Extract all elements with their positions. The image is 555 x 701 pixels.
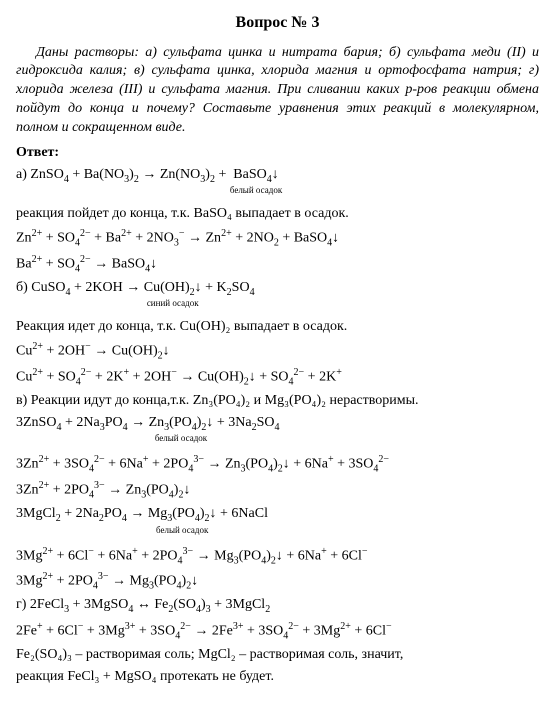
eq-g-explain-2: реакция FeCl₃ + MgSO₄ протекать не будет… [16,668,539,687]
eq-a-net-ionic: Ba2+ + SO42− → BaSO4↓ [16,253,539,276]
eq-g-explain-1: Fe₂(SO₄)₃ – растворимая соль; MgCl₂ – ра… [16,646,539,665]
eq-g-molecular: г) 2FeCl3 + 3MgSO4 ↔ Fe2(SO4)3 + 3MgCl2 [16,596,539,616]
answer-label: Ответ: [16,144,539,163]
eq-a-full-ionic: Zn2+ + SO42− + Ba2+ + 2NO3− → Zn2+ + 2NO… [16,227,539,250]
eq-a-molecular: a) ZnSO4 + Ba(NO3)2 → Zn(NO3)2 + BaSO4↓б… [16,166,539,195]
eq-b-full-ionic: Cu2+ + SO42− + 2K+ + 2OH− → Cu(OH)2↓ + S… [16,366,539,389]
eq-v2-full-ionic: 3Mg2+ + 6Cl− + 6Na+ + 2PO43− → Mg3(PO4)2… [16,545,539,568]
eq-v2-molecular: 3MgCl2 + 2Na2PO4 → Mg3(PO4)2↓белый осадо… [16,505,539,534]
eq-v1-molecular: 3ZnSO4 + 2Na3PO4 → Zn3(PO4)2↓белый осадо… [16,414,539,443]
eq-g-full-ionic: 2Fe+ + 6Cl− + 3Mg3+ + 3SO42− → 2Fe3+ + 3… [16,620,539,643]
problem-text: Даны растворы: а) сульфата цинка и нитра… [16,44,539,138]
eq-b-net-ionic: Cu2+ + 2OH− → Cu(OH)2↓ [16,340,539,363]
eq-a-explain: реакция пойдет до конца, т.к. BaSO₄ выпа… [16,205,539,224]
eq-v1-net-ionic: 3Zn2+ + 2PO43− → Zn3(PO4)2↓ [16,479,539,502]
problem-content: Даны растворы: а) сульфата цинка и нитра… [16,45,539,136]
eq-v1-full-ionic: 3Zn2+ + 3SO42− + 6Na+ + 2PO43− → Zn3(PO4… [16,453,539,476]
eq-v2-net-ionic: 3Mg2+ + 2PO43− → Mg3(PO4)2↓ [16,570,539,593]
eq-b-molecular: б) CuSO4 + 2KOH → Cu(OH)2↓синий осадок +… [16,279,539,308]
question-title: Вопрос № 3 [16,12,539,34]
eq-b-explain: Реакция идет до конца, т.к. Cu(OH)₂ выпа… [16,318,539,337]
eq-v-explain: в) Реакции идут до конца,т.к. Zn₃(PO₄)₂ … [16,392,539,411]
